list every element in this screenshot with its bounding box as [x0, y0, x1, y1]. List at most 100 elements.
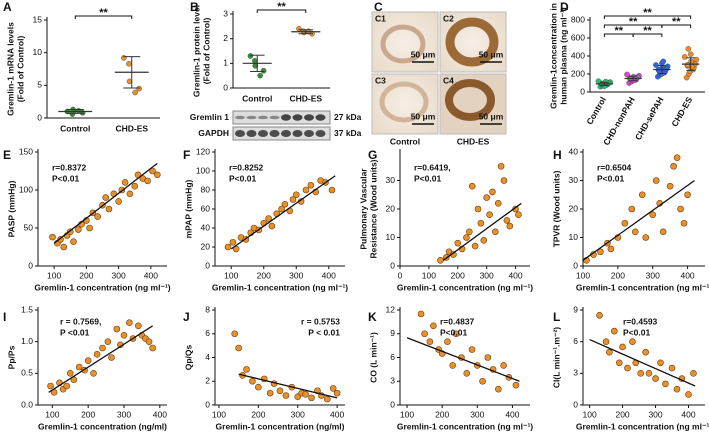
data-point: [132, 89, 138, 96]
data-point: [673, 154, 681, 161]
stat-annotation: P<0.01: [440, 327, 467, 337]
stat-annotation: P<0.01: [623, 327, 650, 337]
data-point: [257, 72, 263, 79]
data-point: [492, 228, 499, 236]
panel-letter: D: [560, 0, 569, 14]
y-tick-label: 6: [573, 336, 578, 346]
data-point: [611, 327, 618, 335]
data-point: [684, 191, 691, 199]
data-point: [57, 236, 64, 243]
x-tick-label: 200: [257, 270, 271, 280]
y-tick-label: 0: [573, 399, 578, 409]
x-tick-label: 400: [144, 270, 158, 280]
data-point: [454, 239, 462, 247]
data-point: [289, 196, 297, 203]
data-point: [449, 362, 457, 369]
data-point: [126, 190, 134, 198]
y-tick-label: 0: [223, 82, 228, 92]
y-tick-label: 40: [569, 146, 579, 156]
y-tick-label: 80: [201, 184, 211, 194]
regression-line: [230, 175, 336, 250]
data-point: [63, 382, 70, 390]
x-tick-label: 400: [680, 270, 694, 280]
data-point: [154, 171, 161, 179]
stat-annotation: P < 0.01: [308, 327, 340, 337]
x-tick-label: Control: [60, 123, 90, 133]
data-point: [105, 205, 113, 213]
data-point: [113, 325, 121, 333]
panel-letter: G: [368, 148, 377, 162]
y-tick-label: 20: [386, 203, 396, 213]
x-tick-label: 400: [330, 409, 344, 419]
x-tick-label: Control: [584, 95, 608, 126]
blot-band: [258, 130, 268, 137]
significance-bracket: [603, 15, 692, 19]
data-point: [86, 224, 93, 232]
x-tick-label: 400: [505, 409, 519, 419]
y-tick-label: 0: [580, 86, 585, 96]
x-tick-label: 100: [400, 409, 414, 419]
significance-label: **: [643, 7, 652, 19]
column-label: CHD-ES: [457, 136, 490, 146]
data-point: [673, 385, 681, 393]
x-axis-label: Gremlin-1 concentration (ng ml⁻¹): [397, 282, 533, 292]
data-point: [47, 382, 54, 390]
blot-band: [292, 130, 303, 137]
data-point: [628, 205, 636, 213]
blot-band: [315, 130, 326, 137]
scale-label: 50 μm: [411, 111, 436, 121]
data-point: [486, 211, 493, 218]
significance-label: **: [672, 16, 681, 28]
data-point: [255, 383, 262, 391]
panel-letter: J: [183, 310, 190, 324]
y-tick-label: 100: [196, 165, 210, 175]
y-tick-label: 120: [196, 146, 210, 156]
significance-bracket: [661, 24, 692, 28]
data-point: [144, 177, 151, 185]
data-point: [323, 395, 331, 403]
scale-label: 50 μm: [411, 49, 436, 59]
significance-label: **: [614, 25, 623, 37]
y-tick-label: 0: [390, 399, 395, 409]
stat-annotation: P<0.01: [597, 173, 624, 183]
data-point: [60, 243, 68, 251]
y-tick-label: 2: [223, 33, 228, 43]
stat-annotation: P<0.01: [414, 173, 441, 183]
data-point: [607, 245, 615, 253]
data-point: [149, 167, 156, 175]
y-axis-label: Pulmonary Vascular: [358, 168, 368, 250]
y-tick-label: 400: [571, 50, 585, 60]
y-axis-label: CI(L min⁻¹.m⁻²): [551, 327, 561, 388]
y-tick-label: 600: [571, 32, 585, 42]
data-point: [444, 338, 451, 345]
stat-annotation: P <0.01: [60, 327, 90, 337]
data-point: [662, 380, 669, 388]
vessel: [445, 79, 495, 121]
x-tick-label: Control: [242, 93, 272, 103]
data-point: [619, 343, 626, 351]
data-point: [690, 370, 697, 377]
y-axis-label: (Fold of Control): [201, 18, 211, 85]
x-tick-label: 200: [81, 409, 95, 419]
data-point: [645, 370, 653, 377]
x-tick-label: 300: [480, 270, 494, 280]
data-point: [266, 389, 274, 397]
data-point: [235, 344, 242, 352]
x-tick-label: CHD-ES: [115, 123, 148, 133]
data-point: [615, 359, 623, 367]
blot-band: [281, 130, 291, 137]
blot-band: [315, 114, 326, 121]
blot-band: [235, 130, 245, 137]
data-point: [307, 181, 315, 189]
stat-annotation: r=0.8252: [229, 162, 264, 172]
vessel: [379, 81, 429, 123]
y-tick-label: 3: [573, 368, 578, 378]
y-tick-label: 1.5: [21, 304, 33, 314]
y-tick-label: 40: [201, 222, 211, 232]
x-tick-label: 300: [646, 270, 660, 280]
significance-label: **: [99, 7, 108, 19]
data-point: [84, 357, 92, 364]
significance-bracket: [74, 15, 133, 19]
data-point: [260, 67, 267, 74]
data-point: [642, 234, 650, 241]
